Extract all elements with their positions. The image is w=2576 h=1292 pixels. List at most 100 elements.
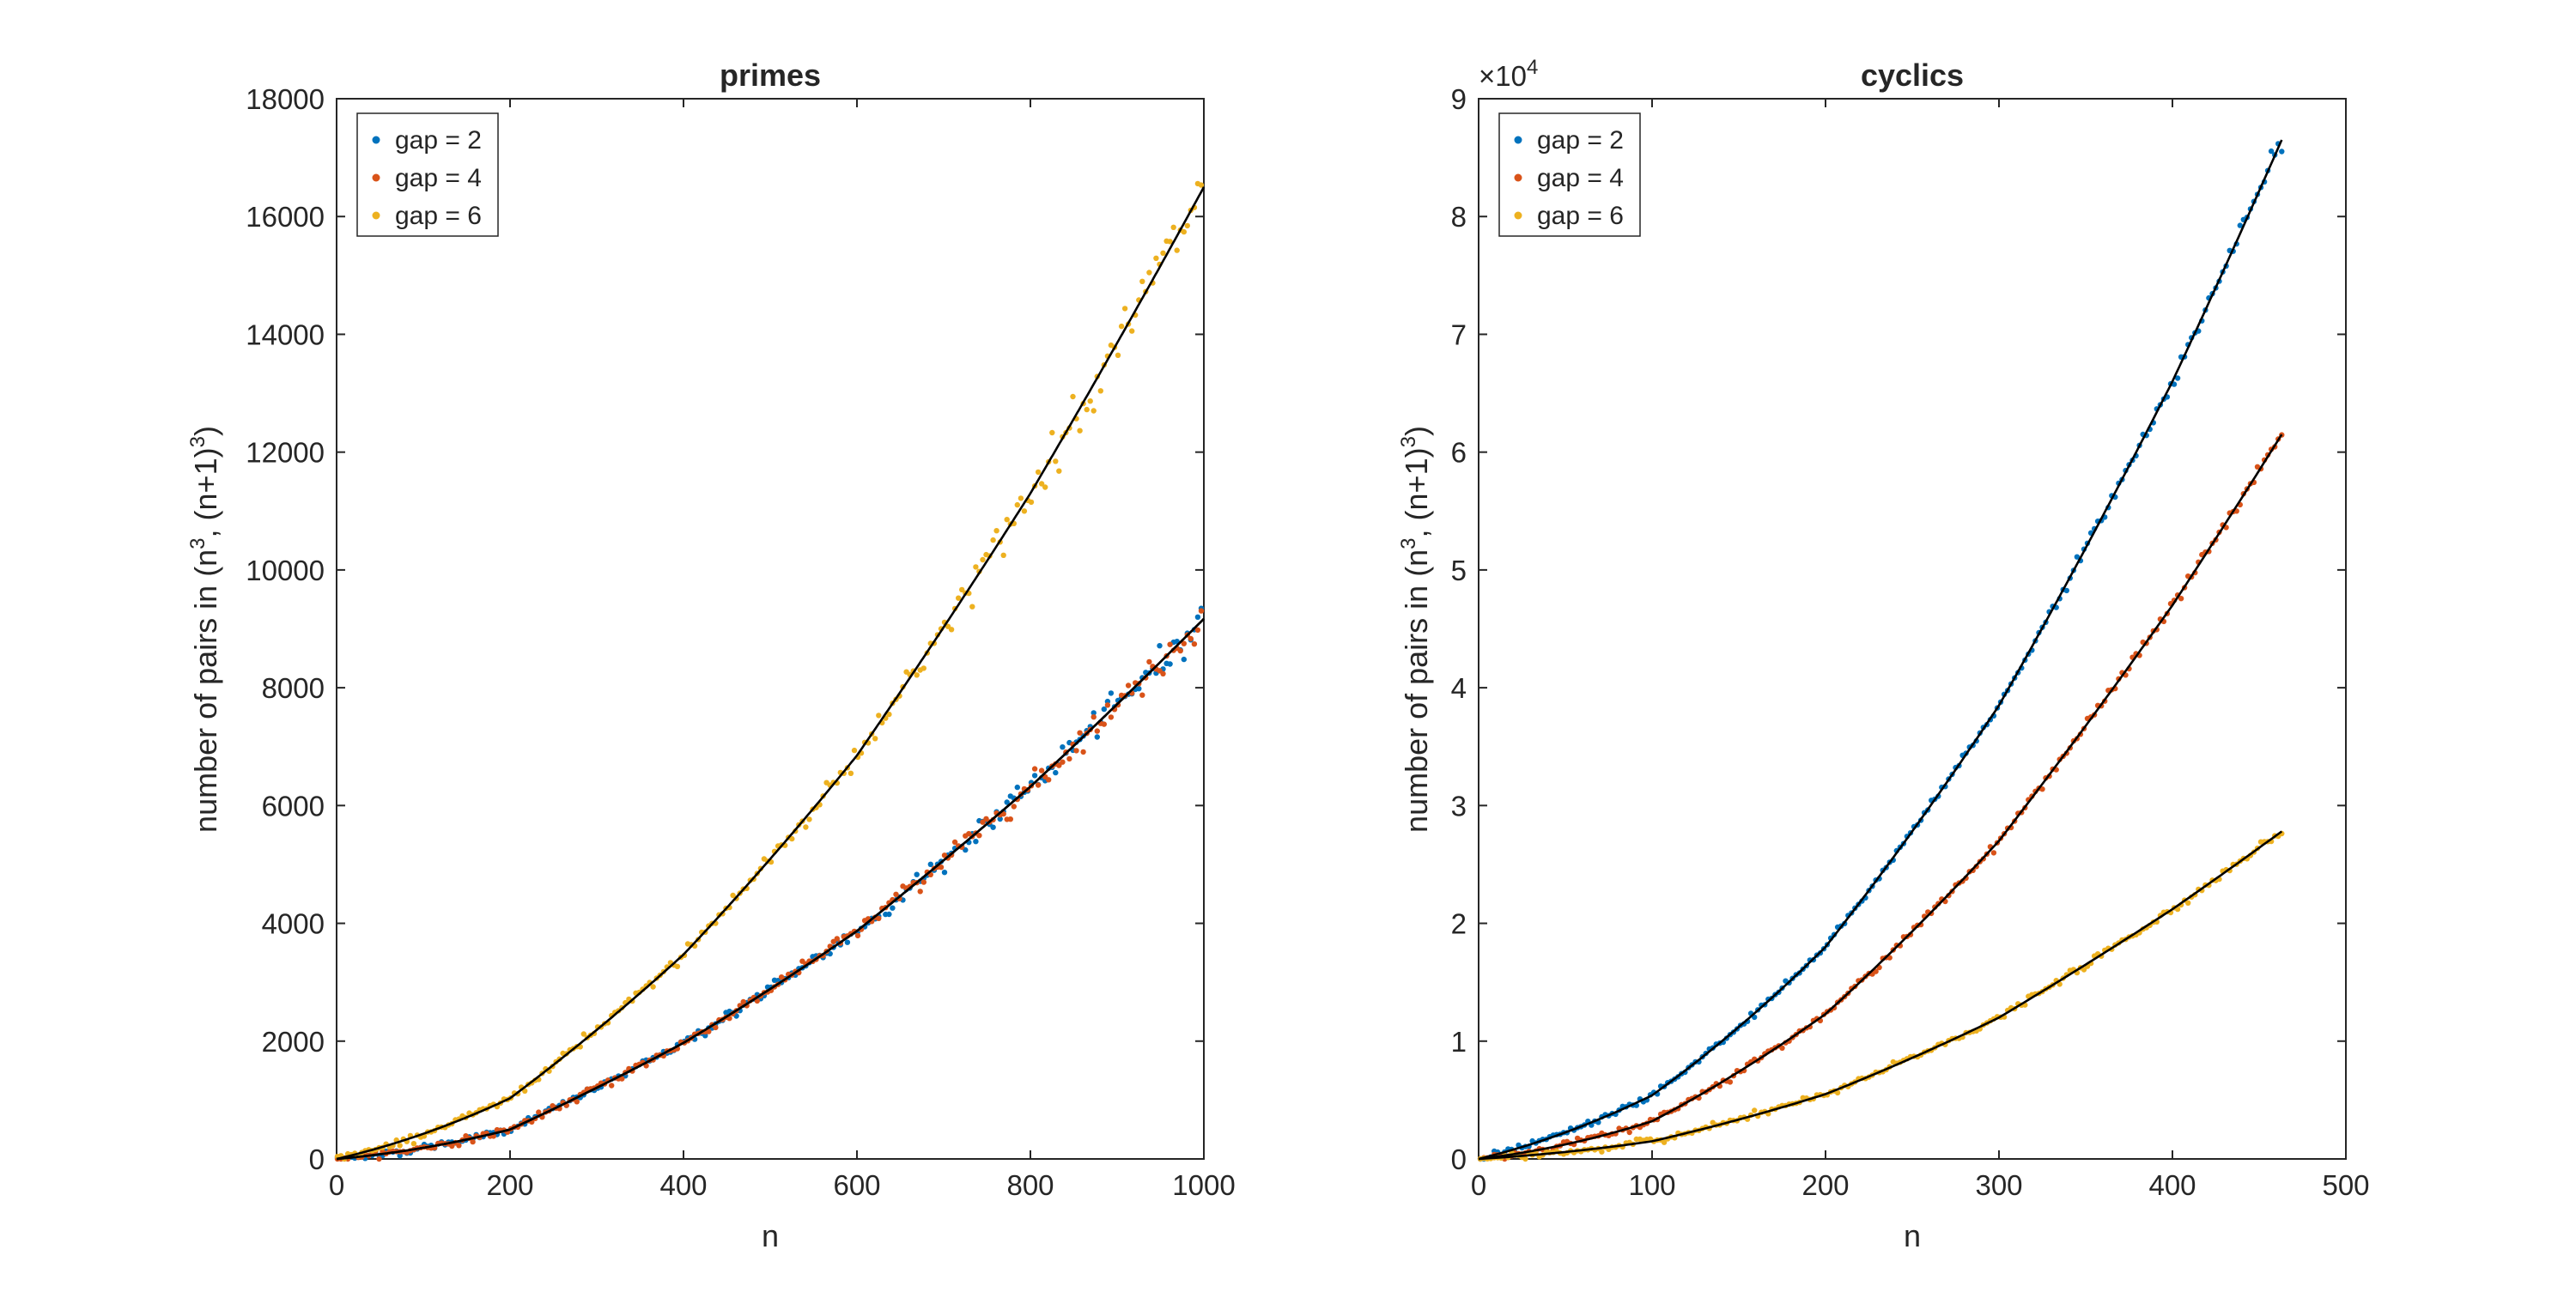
primes-point-gap-6 [959, 586, 965, 593]
primes-point-gap-4 [834, 936, 840, 942]
cyclics-y-tick-label: 6 [1451, 437, 1467, 469]
primes-point-gap-4 [449, 1143, 455, 1149]
primes-point-gap-4 [1188, 635, 1194, 642]
primes-point-gap-6 [1018, 495, 1024, 501]
primes-point-gap-6 [1198, 182, 1205, 188]
primes-point-gap-4 [1000, 810, 1006, 817]
cyclics-x-axis-ticks: 0 100 200 300 400 500 [1471, 99, 2370, 1201]
primes-plot-area [336, 98, 1205, 1160]
primes-point-gap-4 [456, 1143, 462, 1149]
cyclics-y-tick-label: 5 [1451, 555, 1467, 586]
primes-x-axis-label: n [762, 1218, 779, 1253]
primes-point-gap-4 [876, 915, 882, 922]
primes-point-gap-4 [1094, 728, 1101, 734]
primes-point-gap-6 [848, 770, 854, 776]
primes-point-gap-2 [973, 839, 979, 845]
primes-point-gap-2 [1094, 734, 1101, 740]
cyclics-point-gap-6 [1834, 1089, 1841, 1096]
primes-point-gap-6 [580, 1031, 586, 1037]
primes-point-gap-6 [1091, 408, 1097, 414]
primes-point-gap-4 [740, 998, 746, 1005]
primes-point-gap-4 [1035, 782, 1042, 788]
primes-point-gap-6 [1170, 224, 1176, 230]
primes-point-gap-6 [945, 623, 951, 629]
primes-point-gap-6 [920, 665, 927, 671]
cyclics-y-tick-label: 8 [1451, 201, 1467, 233]
primes-point-gap-6 [650, 984, 656, 990]
primes-legend-marker-gap-2 [372, 136, 380, 144]
primes-y-tick-label: 14000 [246, 318, 325, 350]
primes-point-gap-4 [938, 864, 945, 870]
primes-point-gap-4 [713, 1024, 719, 1031]
primes-point-gap-4 [920, 879, 927, 885]
primes-point-gap-6 [1070, 393, 1076, 400]
primes-point-gap-4 [1198, 608, 1205, 614]
cyclics-y-axis-multiplier: ×104 [1479, 56, 1538, 92]
cyclics-point-gap-6 [2081, 967, 2087, 973]
primes-point-gap-4 [706, 1028, 712, 1034]
primes-point-gap-4 [376, 1156, 382, 1162]
primes-point-gap-6 [1000, 552, 1006, 558]
primes-x-tick-label: 1000 [1172, 1169, 1235, 1201]
primes-point-gap-4 [1080, 749, 1086, 755]
primes-y-tick-label: 6000 [262, 790, 325, 822]
primes-point-gap-4 [470, 1138, 476, 1145]
cyclics-point-gap-6 [1661, 1139, 1668, 1145]
cyclics-legend-label-gap-2: gap = 2 [1537, 126, 1624, 155]
primes-point-gap-4 [893, 891, 899, 898]
primes-point-gap-2 [1101, 706, 1108, 713]
primes-point-gap-4 [1191, 641, 1198, 647]
primes-point-gap-6 [1004, 517, 1010, 523]
primes-point-gap-2 [927, 861, 934, 867]
primes-point-gap-6 [410, 1141, 417, 1147]
cyclics-x-tick-label: 100 [1628, 1169, 1675, 1201]
primes-point-gap-2 [1136, 686, 1142, 692]
primes-point-gap-6 [1077, 428, 1083, 434]
primes-point-gap-6 [397, 1143, 403, 1149]
primes-point-gap-6 [876, 713, 882, 719]
cyclics-legend-box [1498, 112, 1641, 237]
primes-y-axis-ticks: 0 2000 4000 6000 8000 10000 12000 14000 16000 180… [246, 83, 1204, 1175]
cyclics-title: cyclics [1861, 58, 1964, 93]
primes-legend-label-gap-4: gap = 4 [395, 164, 482, 192]
primes-point-gap-6 [1087, 398, 1093, 404]
primes-point-gap-6 [1053, 458, 1059, 464]
cyclics-fit-lines [1478, 139, 2283, 1161]
primes-point-gap-6 [956, 595, 962, 601]
cyclics-legend-marker-gap-2 [1514, 136, 1522, 144]
cyclics-point-gap-4 [1873, 968, 1879, 974]
primes-point-gap-6 [1160, 250, 1166, 256]
primes-point-gap-6 [674, 963, 681, 970]
primes-point-gap-2 [844, 939, 851, 945]
primes-point-gap-6 [1115, 352, 1121, 358]
primes-point-gap-6 [1035, 469, 1042, 476]
primes-point-gap-6 [522, 1088, 528, 1095]
primes-point-gap-4 [1077, 730, 1083, 736]
primes-point-gap-4 [1167, 641, 1173, 647]
primes-y-tick-label: 12000 [246, 437, 325, 469]
primes-legend: gap = 2 gap = 4 gap = 6 [356, 112, 499, 237]
primes-point-gap-4 [854, 932, 861, 939]
cyclics-point-gap-2 [2063, 587, 2069, 594]
primes-point-gap-6 [914, 672, 920, 678]
primes-panel: primes n number of pairs in (n3, (n+1)3)… [186, 58, 1236, 1253]
primes-x-tick-label: 400 [659, 1169, 707, 1201]
primes-point-gap-6 [1184, 222, 1191, 229]
primes-point-gap-6 [806, 816, 812, 822]
primes-x-tick-label: 800 [1006, 1169, 1054, 1201]
primes-point-gap-4 [1194, 627, 1201, 634]
primes-x-tick-label: 200 [486, 1169, 533, 1201]
cyclics-legend-label-gap-6: gap = 6 [1537, 202, 1624, 230]
primes-point-gap-6 [1139, 278, 1145, 284]
cyclics-y-axis-label: number of pairs in (n3, (n+1)3) [1397, 426, 1434, 833]
primes-point-gap-6 [1181, 228, 1188, 235]
primes-legend-label-gap-2: gap = 2 [395, 126, 482, 155]
primes-y-tick-label: 16000 [246, 201, 325, 233]
primes-point-gap-4 [1091, 714, 1097, 720]
primes-point-gap-4 [980, 819, 986, 825]
primes-point-gap-6 [1042, 484, 1048, 490]
primes-point-gap-6 [948, 627, 955, 633]
primes-point-gap-6 [993, 528, 999, 534]
primes-fit-line-gap-6 [336, 186, 1206, 1161]
primes-y-tick-label: 8000 [262, 672, 325, 704]
